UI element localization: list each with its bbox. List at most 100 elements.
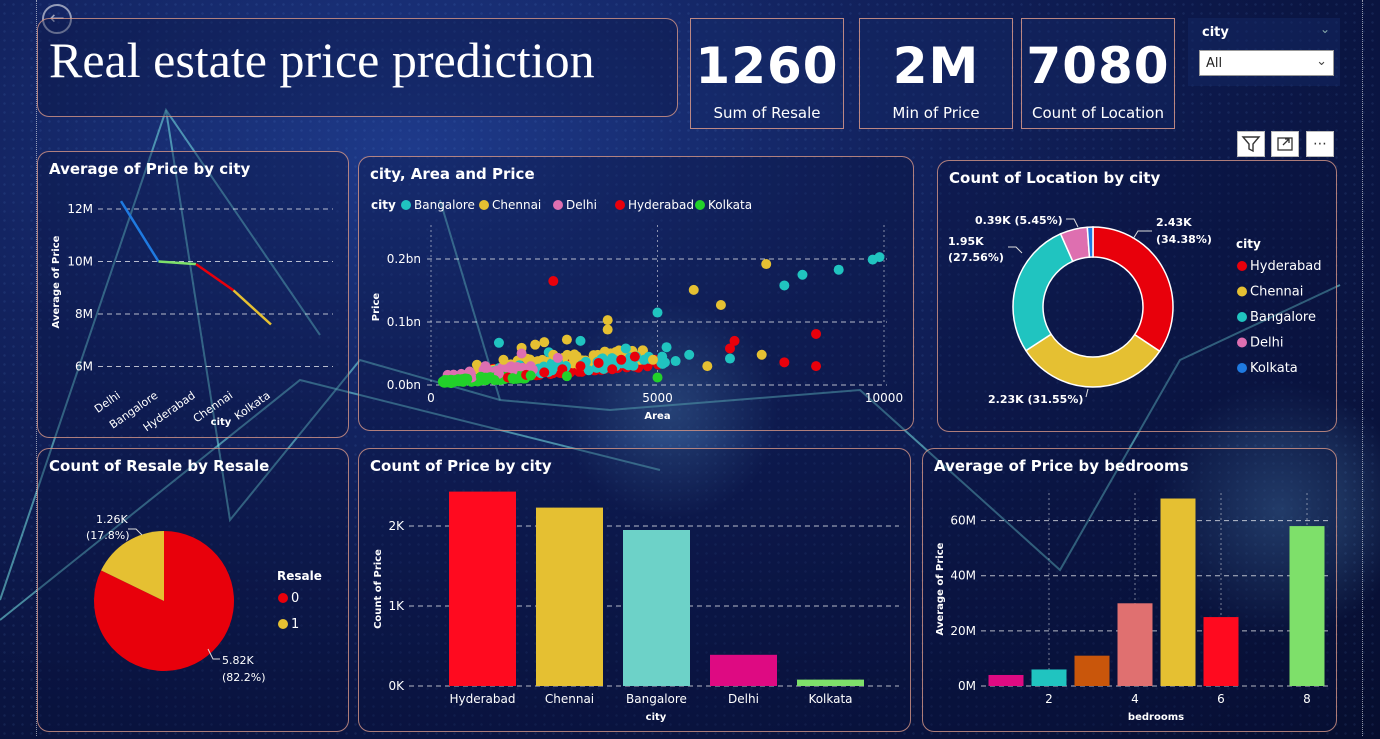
bar <box>449 491 516 686</box>
label-leader-line <box>1008 246 1023 254</box>
data-point <box>616 354 627 365</box>
background-glow <box>560 300 780 520</box>
data-point <box>729 335 740 346</box>
y-tick-label: 2K <box>388 519 405 533</box>
data-point <box>656 358 667 369</box>
data-point <box>480 361 491 372</box>
x-axis-label: city <box>211 417 232 428</box>
data-point <box>475 371 486 382</box>
data-point <box>507 373 518 384</box>
data-point <box>593 357 604 368</box>
data-point <box>525 361 536 372</box>
panel-avg-price-city: Average of Price by city 6M 8M 10M 12M Delhi… <box>37 151 349 438</box>
x-tick-label: Delhi <box>92 389 123 416</box>
legend-marker <box>278 593 288 603</box>
data-point <box>575 335 586 346</box>
data-label: 2.43K <box>1156 216 1192 229</box>
data-point <box>583 365 594 376</box>
data-point <box>602 315 613 326</box>
y-tick-label: 20M <box>950 624 976 638</box>
x-tick-label: 2 <box>1045 692 1053 706</box>
series-line-segment <box>158 260 197 266</box>
data-point <box>629 351 640 362</box>
chart-title: Count of Location by city <box>949 169 1161 187</box>
data-label: (82.2%) <box>222 671 266 684</box>
data-label: (17.8%) <box>86 529 130 542</box>
slicer-title: city <box>1202 25 1229 40</box>
series-line-segment <box>232 289 272 326</box>
data-point <box>661 342 672 353</box>
kpi-label: Sum of Resale <box>713 104 821 122</box>
data-label: (34.38%) <box>1156 233 1212 246</box>
data-point <box>756 349 767 360</box>
x-tick-label: 4 <box>1131 692 1139 706</box>
line-chart-avg-price-city: 6M8M10M12MDelhiBangaloreHyderabadChennai… <box>51 200 333 434</box>
more-options-icon: ⋯ <box>1313 136 1327 152</box>
chart-title: Average of Price by city <box>49 160 251 178</box>
bar <box>1289 526 1325 686</box>
data-point <box>602 324 613 335</box>
data-point <box>552 352 563 363</box>
data-point <box>525 370 536 381</box>
data-point <box>797 269 808 280</box>
y-tick-label: 6M <box>75 360 93 374</box>
chart-title: Count of Price by city <box>370 457 552 475</box>
bar <box>1203 617 1239 686</box>
data-point <box>607 364 618 375</box>
legend-marker <box>1237 337 1247 348</box>
data-point <box>811 328 822 339</box>
panel-count-price-city: Count of Price by city 0K 1K 2K Hyderabad Ch… <box>358 448 911 732</box>
chart-title: Average of Price by bedrooms <box>934 457 1189 475</box>
data-point <box>647 354 658 365</box>
x-tick-label: 10000 <box>865 391 903 405</box>
data-point <box>561 371 572 382</box>
data-label: (27.56%) <box>948 251 1004 264</box>
slicer-dropdown[interactable]: All ⌄ <box>1199 50 1334 76</box>
data-label: 0.39K (5.45%) <box>975 214 1063 227</box>
focus-mode-button[interactable] <box>1271 131 1299 157</box>
legend-title: city <box>371 198 396 212</box>
label-leader-line <box>1132 230 1152 240</box>
focus-mode-icon <box>1277 137 1293 151</box>
legend-label: Hyderabad <box>1250 259 1322 274</box>
label-leader-line <box>1085 388 1089 398</box>
data-point <box>516 348 527 359</box>
legend-marker <box>1237 312 1247 322</box>
legend-label: 1 <box>291 617 299 632</box>
chart-title: city, Area and Price <box>370 165 535 183</box>
y-tick-label: 8M <box>75 307 93 321</box>
data-label: 5.82K <box>222 654 254 667</box>
x-axis-label: bedrooms <box>1128 712 1184 723</box>
filter-button[interactable] <box>1237 131 1265 157</box>
data-label: 2.23K (31.55%) <box>988 393 1083 406</box>
y-tick-label: 12M <box>67 202 93 216</box>
x-tick-label: Hyderabad <box>450 692 516 706</box>
bar <box>536 507 603 686</box>
x-tick-label: Kolkata <box>808 692 852 706</box>
pie-chart-count-resale: 5.82K (82.2%) 1.26K (17.8%) Resale 0 1 <box>86 513 322 684</box>
page-title: Real estate price prediction <box>49 32 595 88</box>
kpi-label: Count of Location <box>1032 104 1164 122</box>
kpi-value: 2M <box>892 37 980 95</box>
data-point <box>637 345 648 356</box>
data-point <box>539 337 550 348</box>
city-slicer[interactable]: city ⌄ All ⌄ <box>1188 18 1340 86</box>
kpi-value: 7080 <box>1026 37 1170 95</box>
data-point <box>638 354 649 365</box>
data-point <box>867 254 878 265</box>
y-tick-label: 0.1bn <box>387 315 421 329</box>
bar <box>1031 669 1067 686</box>
legend-title: city <box>1236 237 1261 251</box>
kpi-card-min-price: 2M Min of Price <box>859 18 1013 129</box>
y-tick-label: 60M <box>950 514 976 528</box>
data-point <box>688 284 699 295</box>
data-point <box>575 361 586 372</box>
more-options-button[interactable]: ⋯ <box>1306 131 1334 157</box>
bar <box>1160 498 1196 686</box>
y-tick-label: 0K <box>388 679 405 693</box>
y-tick-label: 0M <box>958 679 976 693</box>
chevron-down-icon[interactable]: ⌄ <box>1319 22 1330 36</box>
legend-label: Hyderabad <box>628 198 694 212</box>
data-point <box>493 337 504 348</box>
data-point <box>684 349 695 360</box>
